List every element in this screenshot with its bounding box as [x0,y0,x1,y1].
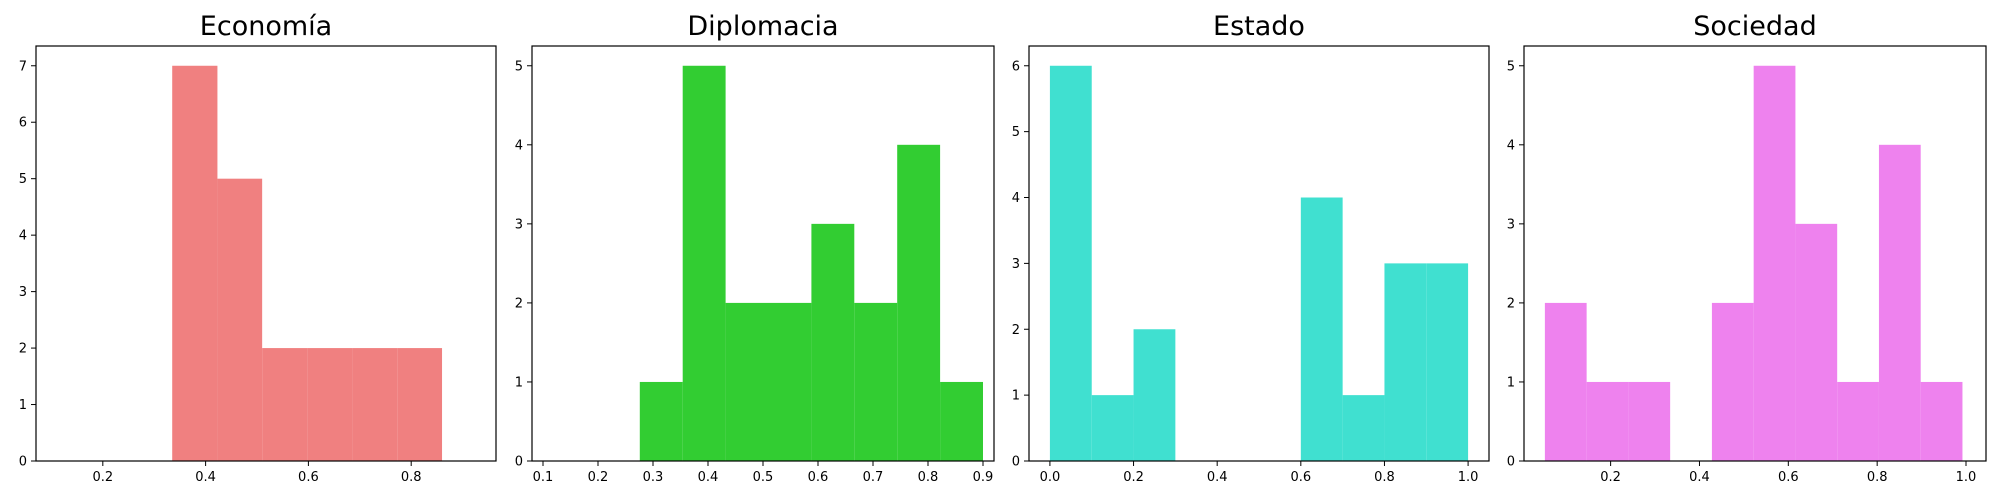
histogram-bar [639,381,683,461]
chart-title: Economía [200,11,332,42]
histogram-bar [1753,65,1796,461]
y-tick-label: 1 [19,398,27,413]
x-tick-label: 0.4 [698,470,719,485]
histogram-bar [352,348,398,461]
chart-panel-1: 0.2 0.4 0.6 0.8 0 1 2 3 4 5 6 7 Economía [19,11,497,485]
y-tick-label: 0 [1507,455,1515,470]
y-tick-label: 0 [19,455,27,470]
y-tick-label: 4 [1012,191,1020,206]
y-tick-label: 3 [19,285,27,300]
y-tick-label: 2 [19,342,27,357]
histogram-bar [940,381,983,461]
y-tick-label: 4 [1507,138,1515,153]
histogram-bar [897,144,941,462]
histogram-bar [1878,144,1921,462]
histogram-bar [262,348,308,461]
y-tick-label: 5 [1012,125,1020,140]
histogram-bar [1300,197,1343,461]
x-tick-label: 0.2 [1123,470,1144,485]
x-tick-label: 0.9 [973,470,994,485]
plot-frame [531,45,995,462]
chart-title: Diplomacia [687,11,838,42]
histogram-bar [1711,302,1754,461]
histogram-bar [1628,381,1671,461]
y-tick-label: 6 [1012,59,1020,74]
y-tick-label: 3 [515,217,523,232]
x-tick-label: 0.8 [401,470,422,485]
y-tick-label: 4 [19,229,27,244]
histogram-bar [1091,395,1134,461]
histogram-bar [397,348,443,461]
y-tick-label: 2 [1507,296,1515,311]
y-tick-label: 0 [515,455,523,470]
histogram-bar [1133,329,1176,461]
y-tick-label: 6 [19,116,27,131]
x-tick-label: 0.1 [533,470,554,485]
x-tick-label: 0.0 [1040,470,1061,485]
histogram-bar [1426,263,1469,461]
plot-frame [1523,45,1987,462]
x-tick-label: 0.8 [1374,470,1395,485]
y-tick-label: 4 [515,138,523,153]
histogram-bar [682,65,726,461]
x-tick-label: 0.7 [863,470,884,485]
x-tick-label: 0.6 [1290,470,1311,485]
x-tick-label: 0.6 [298,470,319,485]
histogram-bar [725,302,769,461]
histogram-bar [1049,65,1092,461]
chart-title: Estado [1213,11,1305,42]
x-tick-label: 1.0 [1956,470,1977,485]
y-tick-label: 0 [1012,455,1020,470]
chart-panel-3: 0.0 0.2 0.4 0.6 0.8 1.0 0 1 2 3 4 5 6 Estado [1012,11,1490,485]
y-tick-label: 2 [515,296,523,311]
histogram-bar [768,302,812,461]
x-tick-label: 0.4 [1689,470,1710,485]
histogram-bar [854,302,898,461]
histogram-bar [1342,395,1385,461]
x-tick-label: 0.5 [753,470,774,485]
chart-title: Sociedad [1693,11,1816,42]
chart-panel-2: 0.1 0.2 0.3 0.4 0.5 0.6 0.7 0.8 0.9 0 1 2 3 4 5 Diploma… [515,11,995,485]
chart-panel-4: 0.2 0.4 0.6 0.8 1.0 0 1 2 3 4 5 Sociedad [1507,11,1987,485]
histogram-bar [307,348,353,461]
y-tick-label: 3 [1507,217,1515,232]
histogram-bar [1586,381,1629,461]
histogram-bar [1384,263,1427,461]
y-tick-label: 5 [1507,59,1515,74]
x-tick-label: 0.2 [588,470,609,485]
x-tick-label: 0.6 [1778,470,1799,485]
histogram-bar [1920,381,1963,461]
x-tick-label: 0.6 [808,470,829,485]
histogram-bar [811,223,855,461]
histogram-bar [1544,302,1587,461]
histogram-bar [217,178,263,461]
y-tick-label: 1 [515,375,523,390]
y-tick-label: 1 [1012,389,1020,404]
y-tick-label: 1 [1507,375,1515,390]
y-tick-label: 5 [515,59,523,74]
y-tick-label: 7 [19,59,27,74]
x-tick-label: 1.0 [1458,470,1479,485]
histogram-bar [1837,381,1879,461]
x-tick-label: 0.4 [1207,470,1228,485]
y-tick-label: 5 [19,172,27,187]
y-tick-label: 2 [1012,323,1020,338]
x-tick-label: 0.2 [92,470,113,485]
x-tick-label: 0.3 [643,470,664,485]
y-tick-label: 3 [1012,257,1020,272]
histogram-bar [1795,223,1838,461]
histogram-bar [172,65,218,461]
x-tick-label: 0.8 [1867,470,1888,485]
plot-frame [35,45,497,462]
x-tick-label: 0.4 [195,470,216,485]
x-tick-label: 0.8 [918,470,939,485]
x-tick-label: 0.2 [1600,470,1621,485]
plot-frame [1028,45,1490,462]
